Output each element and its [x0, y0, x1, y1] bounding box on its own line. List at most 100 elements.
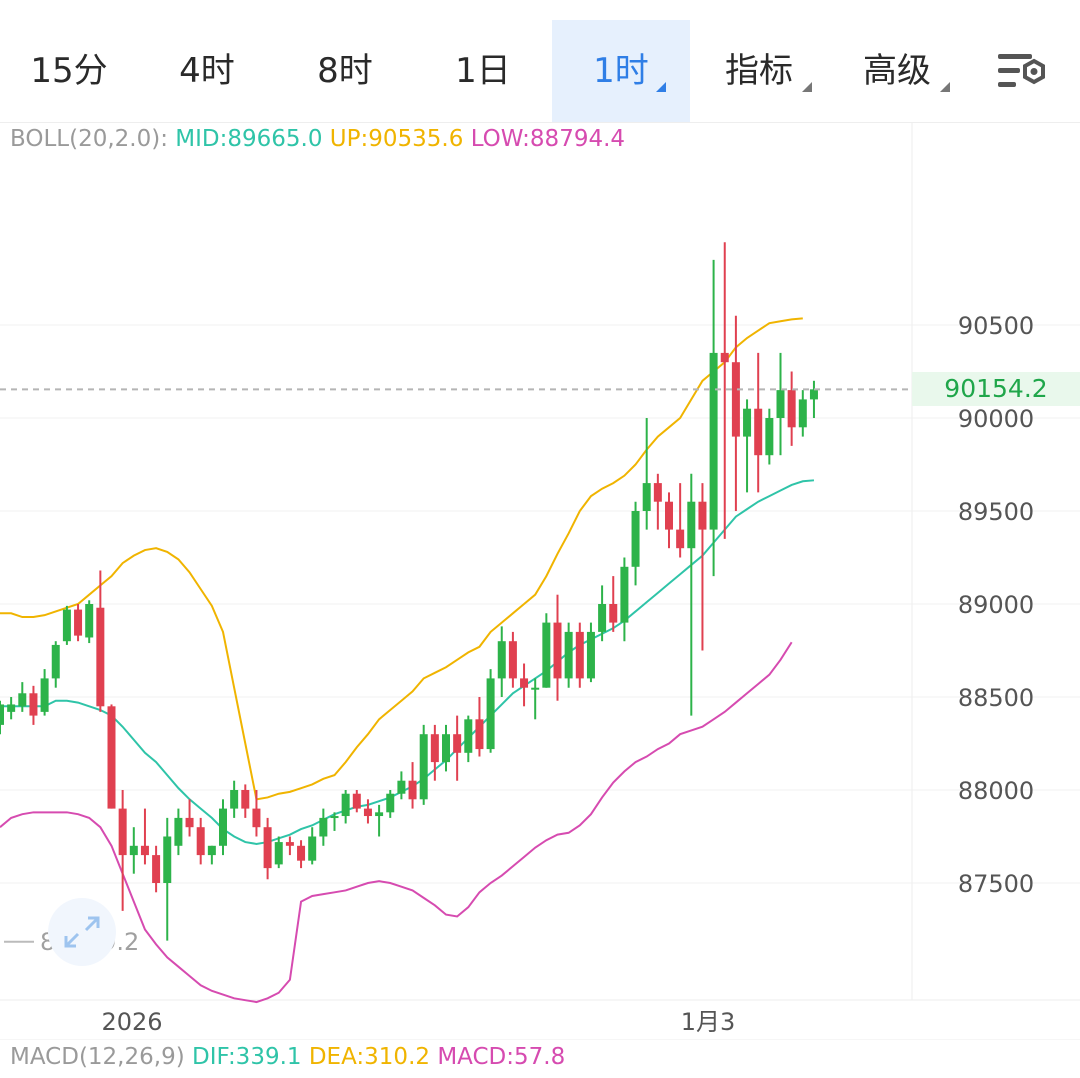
expand-button[interactable] [48, 898, 116, 966]
candle [765, 408, 774, 465]
candle-body [665, 501, 673, 530]
candle-body [297, 845, 306, 861]
current-price-tag: 90154.2 [912, 372, 1080, 406]
candle [720, 242, 729, 539]
candle [687, 473, 696, 716]
candle-body [386, 793, 395, 813]
candle-body [787, 390, 796, 428]
tab-15m[interactable]: 15分 [0, 20, 138, 122]
candle [486, 669, 495, 753]
candle-body [18, 693, 27, 707]
candle-body [486, 678, 495, 750]
candle [520, 663, 529, 707]
candle-body [140, 845, 149, 856]
dropdown-caret-icon [802, 82, 812, 92]
candle [754, 352, 763, 493]
dropdown-caret-icon [656, 82, 666, 92]
candle-body [207, 845, 216, 856]
candle-body [575, 631, 584, 679]
candle-body [754, 408, 763, 456]
price-tick-label: 87500 [958, 870, 1034, 898]
candle-body [586, 631, 595, 679]
candle-body [330, 816, 339, 819]
candle-body [85, 604, 94, 638]
candle [330, 812, 339, 831]
candle-body [0, 704, 4, 725]
candle [252, 790, 261, 837]
candle [609, 576, 618, 632]
boll-low: LOW:88794.4 [470, 126, 626, 152]
candle-body [765, 418, 774, 456]
candle [375, 804, 384, 837]
candle [352, 790, 361, 813]
tab-1h[interactable]: 1时 [552, 20, 690, 122]
candle [174, 808, 183, 856]
price-tick-label: 89500 [958, 498, 1034, 526]
candle [96, 570, 105, 712]
candle [508, 631, 517, 688]
candle [430, 724, 439, 781]
candle [40, 669, 49, 716]
candle [140, 808, 149, 865]
candle-body [74, 609, 83, 636]
candle [363, 799, 372, 824]
candle-body [542, 622, 551, 688]
candle-body [497, 641, 506, 679]
candle [397, 771, 406, 800]
candle [241, 784, 250, 818]
boll-up: UP:90535.6 [329, 126, 464, 152]
candle [676, 483, 685, 558]
macd-dif: DIF:339.1 [192, 1044, 302, 1070]
tab-indicators[interactable]: 指标 [690, 20, 828, 122]
candle-body [743, 408, 752, 437]
candle-body [430, 734, 439, 763]
candle [542, 613, 551, 688]
candle-body [564, 631, 573, 679]
price-tick-label: 89000 [958, 591, 1034, 619]
candle-body [709, 352, 718, 530]
tab-label: 指标 [725, 51, 793, 91]
tab-label: 8时 [317, 51, 373, 91]
candle [709, 259, 718, 577]
candle [74, 604, 83, 642]
candle-body [185, 817, 194, 828]
candle-body [631, 511, 640, 567]
candle-body [419, 734, 428, 800]
boll-upper-line [0, 317, 803, 801]
candle-body [285, 842, 294, 846]
candle [475, 697, 484, 757]
candle-body [319, 817, 328, 837]
candle [598, 585, 607, 642]
candle-body [62, 609, 71, 642]
time-axis-label: 1月3 [681, 1008, 736, 1036]
candle-body [375, 812, 384, 817]
candle [7, 697, 16, 720]
tab-advanced[interactable]: 高级 [828, 20, 966, 122]
candle [107, 704, 116, 809]
candle [564, 622, 573, 688]
tab-label: 1时 [593, 51, 649, 91]
candle [809, 380, 818, 418]
candle [319, 808, 328, 846]
candle-body [274, 842, 283, 865]
tab-8h[interactable]: 8时 [276, 20, 414, 122]
candle [586, 622, 595, 683]
candle [196, 817, 205, 865]
boll-name: BOLL(20,2.0): [10, 126, 168, 152]
tab-label: 1日 [455, 51, 511, 91]
candle [631, 501, 640, 586]
chart-settings-icon[interactable] [996, 50, 1048, 94]
tab-1d[interactable]: 1日 [414, 20, 552, 122]
boll-mid: MID:89665.0 [175, 126, 323, 152]
tab-4h[interactable]: 4时 [138, 20, 276, 122]
candle [163, 817, 172, 941]
candle [219, 799, 227, 856]
candle [51, 641, 60, 688]
candle-body [653, 483, 662, 502]
candle-body [219, 808, 227, 846]
candle [230, 780, 239, 818]
candle [743, 399, 752, 493]
candle-body [798, 399, 807, 428]
candle [442, 724, 450, 772]
